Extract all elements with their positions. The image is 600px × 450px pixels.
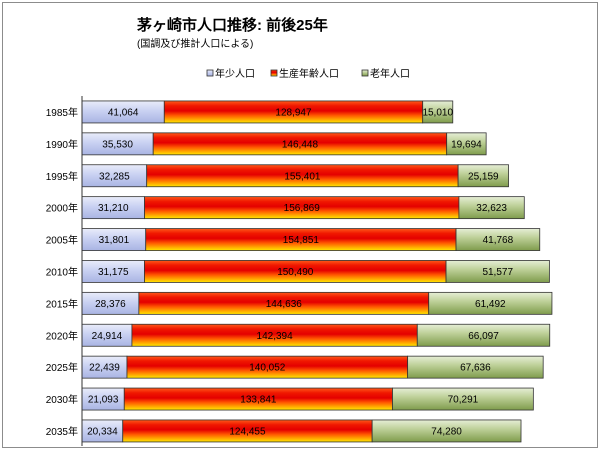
bar-row [81, 323, 551, 347]
legend-label-young-population: 年少人口 [215, 67, 255, 80]
legend-item-working-age-population: 生産年齢人口 [270, 67, 339, 80]
bar-row [81, 387, 534, 411]
data-label-young-population: 35,530 [102, 139, 133, 150]
bar-row [81, 419, 522, 443]
y-tick-label: 2015年 [46, 297, 78, 310]
bar-row [81, 196, 525, 220]
bar-segment-elderly-population [392, 387, 534, 411]
data-label-working-age-population: 144,636 [266, 299, 303, 310]
bar-segment-elderly-population [422, 100, 454, 124]
data-label-elderly-population: 32,623 [476, 203, 507, 214]
legend-label-working-age-population: 生産年齢人口 [279, 67, 339, 80]
y-tick-label: 1995年 [46, 170, 78, 183]
data-label-young-population: 31,210 [98, 203, 129, 214]
chart-subtitle: (国調及び推計人口による) [137, 37, 253, 50]
y-tick-label: 2025年 [46, 361, 78, 374]
bar-segment-elderly-population [371, 419, 522, 443]
bar-segment-elderly-population [445, 260, 550, 283]
data-label-young-population: 31,801 [99, 235, 130, 246]
legend: 年少人口 生産年齢人口 老年人口 [206, 67, 410, 80]
bar-row [81, 228, 541, 251]
data-label-elderly-population: 61,492 [475, 299, 506, 310]
data-label-elderly-population: 51,577 [482, 267, 513, 278]
data-label-working-age-population: 142,394 [257, 331, 294, 342]
bar-segment-elderly-population [455, 228, 541, 251]
y-tick-label: 2010年 [46, 265, 78, 278]
data-label-working-age-population: 154,851 [283, 235, 320, 246]
bar-segment-elderly-population [446, 132, 487, 156]
data-label-young-population: 21,093 [88, 395, 119, 406]
data-label-working-age-population: 156,869 [284, 203, 321, 214]
data-label-elderly-population: 67,636 [460, 363, 491, 374]
bar-row [81, 164, 509, 188]
y-tick-label: 2035年 [46, 425, 78, 438]
bar-row [81, 132, 487, 156]
y-tick-label: 1985年 [46, 106, 78, 119]
data-label-working-age-population: 133,841 [240, 395, 277, 406]
bar-segment-elderly-population [416, 323, 551, 347]
data-label-elderly-population: 41,768 [483, 235, 514, 246]
bar-segment-elderly-population [428, 291, 553, 315]
y-tick-label: 2005年 [46, 234, 78, 247]
data-label-working-age-population: 155,401 [284, 171, 321, 182]
data-labels: 41,064 128,947 15,010 35,530 146,448 19,694 32… [87, 107, 514, 437]
data-label-elderly-population: 70,291 [448, 395, 479, 406]
data-label-working-age-population: 128,947 [275, 107, 312, 118]
data-label-elderly-population: 74,280 [431, 426, 462, 437]
data-label-elderly-population: 15,010 [422, 107, 453, 118]
y-tick-label: 1990年 [46, 138, 78, 151]
data-label-young-population: 22,439 [89, 363, 120, 374]
data-label-working-age-population: 124,455 [229, 426, 266, 437]
legend-item-elderly-population: 老年人口 [361, 67, 410, 80]
data-label-young-population: 41,064 [108, 107, 139, 118]
data-label-young-population: 24,914 [92, 331, 123, 342]
data-label-young-population: 28,376 [95, 299, 126, 310]
data-label-elderly-population: 25,159 [468, 171, 499, 182]
data-label-working-age-population: 140,052 [249, 363, 286, 374]
legend-item-young-population: 年少人口 [206, 67, 255, 80]
legend-swatch-elderly-population [361, 69, 369, 77]
data-label-working-age-population: 150,490 [277, 267, 314, 278]
y-tick-label: 2000年 [46, 202, 78, 215]
data-label-young-population: 31,175 [98, 267, 129, 278]
data-label-working-age-population: 146,448 [282, 139, 319, 150]
bar-row [81, 355, 544, 379]
y-tick-label: 2030年 [46, 393, 78, 406]
bar-row [81, 100, 454, 124]
legend-swatch-young-population [206, 69, 214, 77]
data-label-elderly-population: 19,694 [451, 139, 482, 150]
data-label-young-population: 20,334 [87, 426, 118, 437]
plot-area: 1985年 1990年 1995年 2000年 2005年 2010年 2015年 2020年… [46, 100, 553, 443]
y-tick-label: 2020年 [46, 329, 78, 342]
legend-swatch-working-age-population [270, 69, 278, 77]
legend-label-elderly-population: 老年人口 [370, 67, 410, 80]
bar-segment-elderly-population [407, 355, 544, 379]
data-label-young-population: 32,285 [99, 171, 130, 182]
bar-segment-elderly-population [458, 196, 525, 220]
bar-segment-elderly-population [457, 164, 509, 188]
data-label-elderly-population: 66,097 [468, 331, 499, 342]
chart-title: 茅ヶ崎市人口推移: 前後25年 [137, 16, 328, 34]
bar-row [81, 260, 550, 283]
